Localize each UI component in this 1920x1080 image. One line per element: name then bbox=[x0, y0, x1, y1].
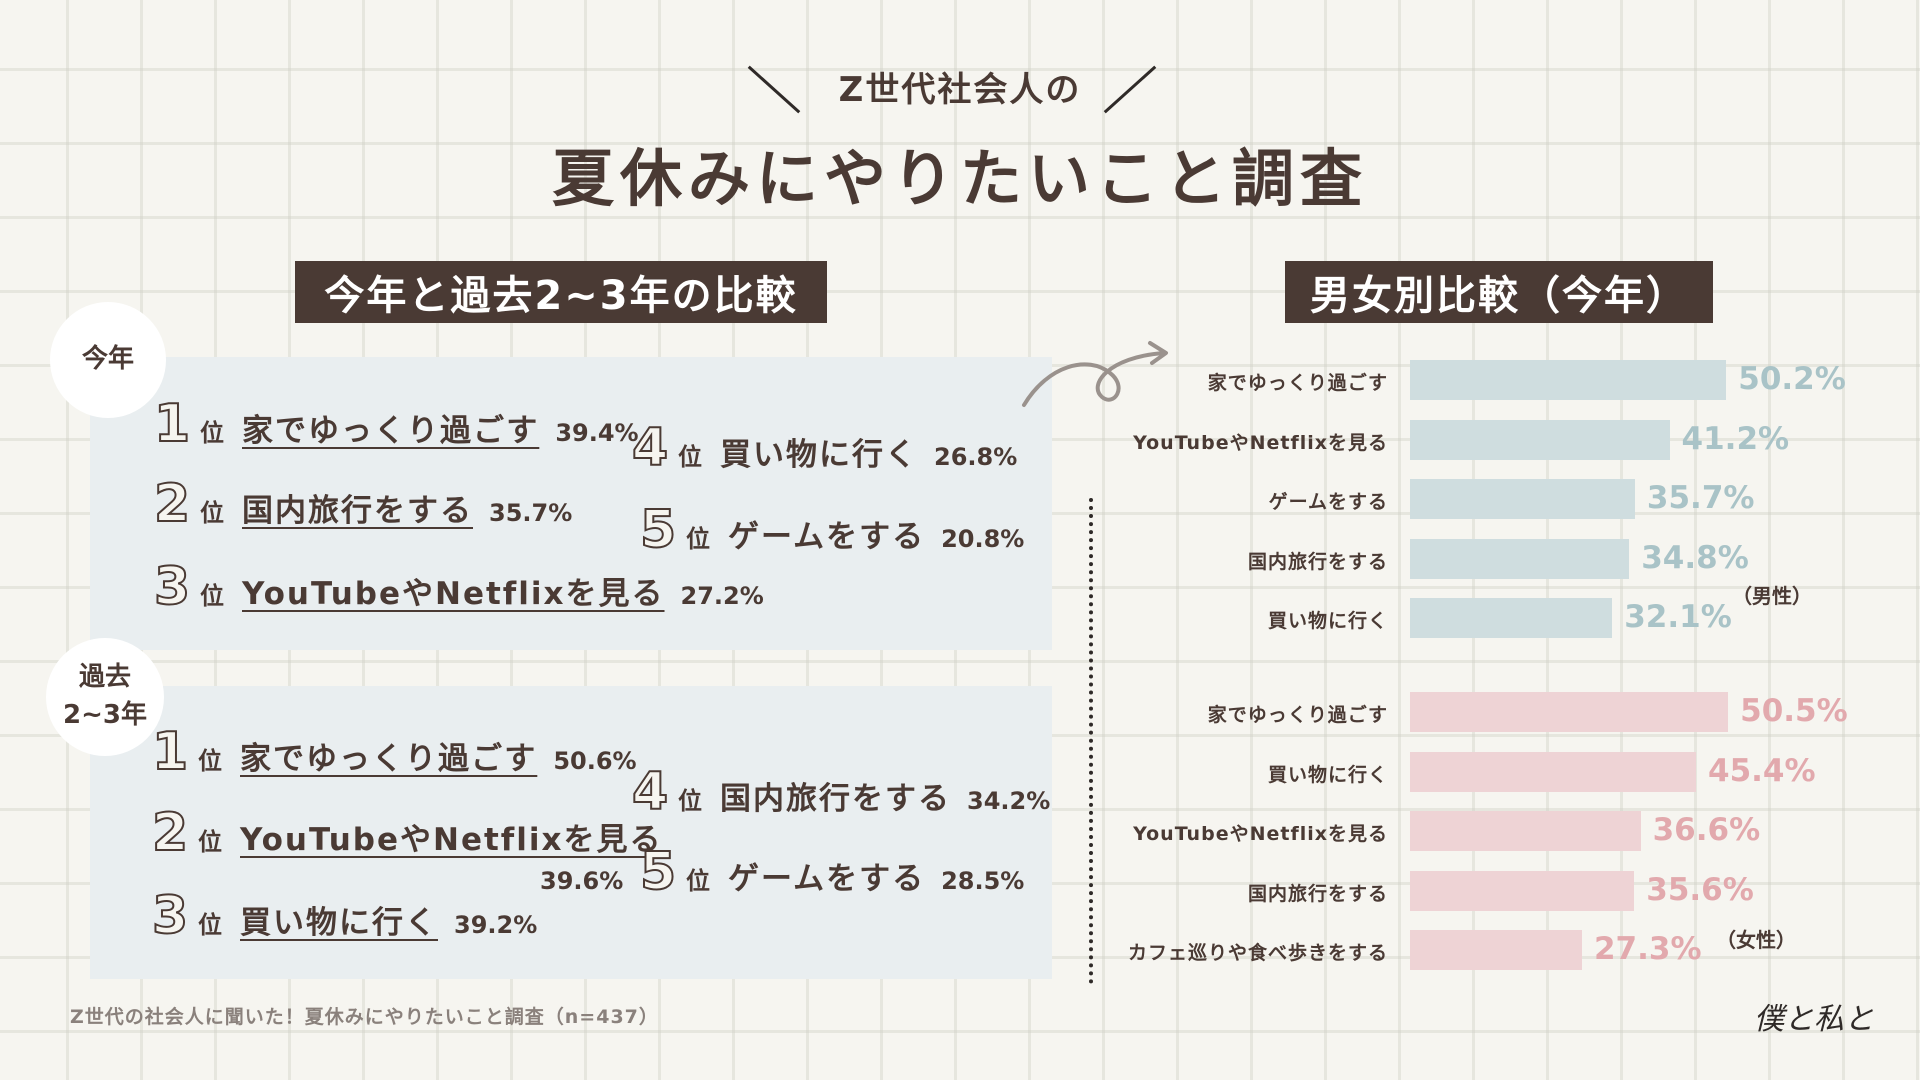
male-category-label: 家でゆっくり過ごす bbox=[1207, 372, 1388, 394]
female-category-label: YouTubeやNetflixを見る bbox=[1133, 823, 1388, 845]
this-year-rank-3: 3 位 YouTubeやNetflixを見る 27.2% bbox=[153, 556, 764, 618]
rank-label: 買い物に行く bbox=[240, 905, 438, 941]
female-bar bbox=[1410, 811, 1641, 851]
rank-suffix: 位 bbox=[198, 911, 222, 939]
page-title: 夏休みにやりたいこと調査 bbox=[551, 142, 1368, 215]
rank-number: 4 bbox=[631, 761, 669, 823]
female-category-label: 家でゆっくり過ごす bbox=[1207, 704, 1388, 726]
past-years-badge: 過去 2~3年 bbox=[46, 638, 164, 756]
badge-line: 2~3年 bbox=[63, 700, 147, 730]
rank-percent: 39.4% bbox=[555, 419, 639, 447]
past-rank-3: 3 位 買い物に行く 39.2% bbox=[151, 885, 538, 947]
rank-percent: 20.8% bbox=[941, 525, 1025, 553]
rank-suffix: 位 bbox=[200, 419, 224, 447]
rank-suffix: 位 bbox=[686, 867, 710, 895]
rank-number: 5 bbox=[639, 499, 677, 561]
rank-percent: 39.2% bbox=[454, 911, 538, 939]
rank-percent: 26.8% bbox=[934, 443, 1018, 471]
rank-number: 1 bbox=[153, 393, 191, 455]
rank-suffix: 位 bbox=[198, 828, 222, 856]
rank-percent: 50.6% bbox=[553, 747, 637, 775]
male-bar-value: 41.2% bbox=[1681, 420, 1790, 457]
rank-label: 国内旅行をする bbox=[242, 493, 473, 529]
rank-suffix: 位 bbox=[686, 525, 710, 553]
page-subtitle: Z世代社会人の bbox=[838, 70, 1082, 110]
past-rank-1: 1 位 家でゆっくり過ごす 50.6% bbox=[151, 721, 637, 783]
rank-number: 3 bbox=[153, 556, 191, 618]
female-tag: （女性） bbox=[1716, 928, 1796, 952]
male-category-label: 国内旅行をする bbox=[1247, 550, 1388, 573]
female-bar bbox=[1410, 751, 1697, 792]
female-bar bbox=[1410, 692, 1729, 732]
right-section-heading: 男女別比較（今年） bbox=[1285, 261, 1713, 323]
female-bar-value: 45.4% bbox=[1708, 752, 1816, 789]
male-bar bbox=[1410, 419, 1670, 460]
rank-suffix: 位 bbox=[200, 582, 224, 610]
past-years-panel bbox=[90, 686, 1052, 979]
past-rank-2: 2 位 YouTubeやNetflixを見る bbox=[151, 802, 663, 864]
rank-label: ゲームをする bbox=[728, 519, 926, 555]
badge-line: 過去 bbox=[78, 662, 131, 693]
rank-percent: 34.2% bbox=[967, 787, 1051, 815]
female-bar-value: 35.6% bbox=[1646, 871, 1754, 908]
male-bar-value: 34.8% bbox=[1641, 539, 1749, 576]
male-category-label: 買い物に行く bbox=[1267, 610, 1388, 632]
rank-number: 2 bbox=[151, 802, 189, 864]
rank-label: YouTubeやNetflixを見る bbox=[240, 822, 663, 858]
rank-suffix: 位 bbox=[678, 443, 702, 471]
female-bar-value: 27.3% bbox=[1593, 931, 1702, 967]
female-category-label: カフェ巡りや食べ歩きをする bbox=[1127, 942, 1388, 964]
male-bar bbox=[1410, 538, 1630, 579]
this-year-rank-2: 2 位 国内旅行をする 35.7% bbox=[153, 473, 573, 535]
male-bar-value: 32.1% bbox=[1624, 599, 1732, 635]
past-rank-4: 4 位 国内旅行をする 34.2% bbox=[631, 761, 1051, 823]
rank-suffix: 位 bbox=[678, 787, 702, 815]
this-year-rank-5: 5 位 ゲームをする 20.8% bbox=[639, 499, 1025, 561]
brand-logo: 僕と私と bbox=[1754, 1002, 1874, 1037]
male-category-label: YouTubeやNetflixを見る bbox=[1133, 431, 1388, 454]
rank-number: 5 bbox=[639, 841, 677, 903]
male-tag: （男性） bbox=[1732, 584, 1812, 608]
rank-percent: 28.5% bbox=[941, 867, 1025, 895]
rank-suffix: 位 bbox=[198, 747, 222, 775]
rank-percent: 27.2% bbox=[680, 582, 764, 610]
rank-suffix: 位 bbox=[200, 499, 224, 527]
this-year-badge: 今年 bbox=[50, 302, 166, 418]
rank-number: 4 bbox=[631, 417, 669, 479]
rank-label: ゲームをする bbox=[728, 861, 926, 897]
rank-label: 国内旅行をする bbox=[720, 781, 951, 817]
rank-label: 買い物に行く bbox=[720, 437, 918, 473]
male-bar bbox=[1410, 598, 1613, 638]
curly-arrow-icon bbox=[1022, 341, 1168, 407]
male-category-label: ゲームをする bbox=[1268, 491, 1388, 513]
female-category-label: 買い物に行く bbox=[1267, 763, 1388, 786]
source-note: Z世代の社会人に聞いた！夏休みにやりたいこと調査（n=437） bbox=[70, 1006, 659, 1028]
male-bar bbox=[1410, 360, 1727, 400]
female-bar-value: 50.5% bbox=[1740, 693, 1848, 729]
this-year-panel bbox=[90, 357, 1052, 650]
rank-number: 3 bbox=[151, 885, 189, 947]
this-year-rank-4: 4 位 買い物に行く 26.8% bbox=[631, 417, 1018, 479]
rank-label: 家でゆっくり過ごす bbox=[240, 741, 538, 777]
rank-label: YouTubeやNetflixを見る bbox=[242, 576, 665, 612]
this-year-rank-1: 1 位 家でゆっくり過ごす 39.4% bbox=[153, 393, 639, 455]
rank-percent: 35.7% bbox=[489, 499, 573, 527]
female-category-label: 国内旅行をする bbox=[1247, 882, 1388, 905]
male-bar-value: 50.2% bbox=[1738, 361, 1846, 397]
male-bar bbox=[1410, 479, 1635, 519]
female-bar bbox=[1410, 870, 1635, 911]
left-section-heading: 今年と過去2~3年の比較 bbox=[295, 261, 827, 323]
dotted-divider bbox=[1089, 498, 1093, 984]
rank-number: 1 bbox=[151, 721, 189, 783]
male-bar-value: 35.7% bbox=[1646, 480, 1755, 516]
past-rank-5: 5 位 ゲームをする 28.5% bbox=[639, 841, 1025, 903]
past-rank-2-percent: 39.6% bbox=[540, 867, 624, 895]
female-bar bbox=[1410, 930, 1582, 970]
rank-number: 2 bbox=[153, 473, 191, 535]
rank-label: 家でゆっくり過ごす bbox=[242, 413, 540, 449]
female-bar-value: 36.6% bbox=[1652, 812, 1761, 848]
